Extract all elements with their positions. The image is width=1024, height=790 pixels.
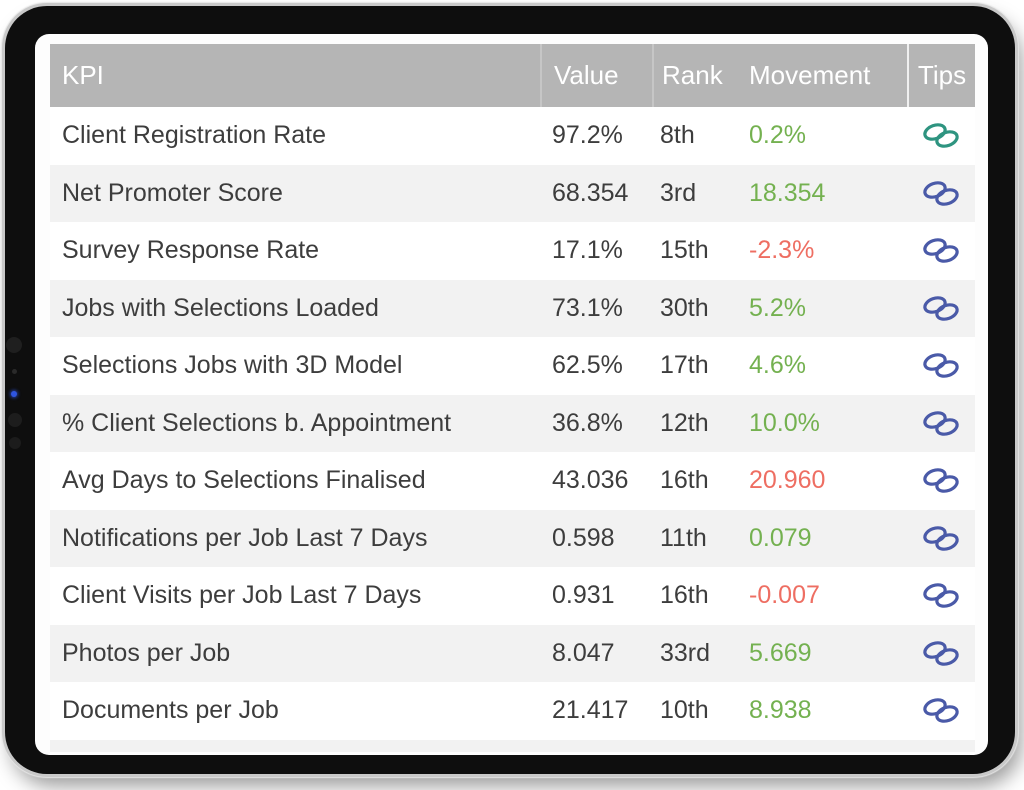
rank-cell: 8th xyxy=(660,121,695,150)
movement-cell: 18.354 xyxy=(749,178,826,207)
table-header-row: KPI Value Rank Movement Tips xyxy=(50,44,975,107)
camera-lens-icon xyxy=(9,437,21,449)
value-cell: 8.047 xyxy=(552,638,615,667)
table-row: Client Visits per Job Last 7 Days 0.931 16… xyxy=(50,567,975,625)
value-cell: 0.931 xyxy=(552,581,615,610)
link-icon xyxy=(923,525,959,551)
camera-lens-icon xyxy=(8,413,22,427)
table-row: Survey Response Rate 17.1% 15th -2.3% xyxy=(50,222,975,280)
rank-cell: 16th xyxy=(660,581,709,610)
tips-cell[interactable] xyxy=(907,337,975,395)
tips-cell[interactable] xyxy=(907,222,975,280)
table-row: Net Promoter Score 68.354 3rd 18.354 xyxy=(50,164,975,223)
tips-cell[interactable] xyxy=(907,280,975,338)
kpi-cell: % Client Selections b. Appointment xyxy=(62,408,452,437)
tips-cell[interactable] xyxy=(907,625,975,683)
value-cell: 62.5% xyxy=(552,351,623,380)
link-icon xyxy=(923,295,959,321)
link-icon xyxy=(923,468,959,494)
link-icon xyxy=(923,410,959,436)
kpi-cell: Net Promoter Score xyxy=(62,178,283,207)
link-icon xyxy=(923,583,959,609)
movement-cell: 5.669 xyxy=(749,638,812,667)
kpi-table: KPI Value Rank Movement Tips Client Regi… xyxy=(50,44,975,740)
value-cell: 0.598 xyxy=(552,523,615,552)
link-icon xyxy=(923,238,959,264)
value-cell: 21.417 xyxy=(552,696,629,725)
rank-cell: 3rd xyxy=(660,178,697,207)
link-icon xyxy=(923,698,959,724)
kpi-cell: Client Registration Rate xyxy=(62,121,327,150)
movement-cell: -2.3% xyxy=(749,236,815,265)
table-row: Jobs with Selections Loaded 73.1% 30th 5.2% xyxy=(50,279,975,338)
link-icon xyxy=(923,353,959,379)
rank-cell: 12th xyxy=(660,408,709,437)
value-cell: 97.2% xyxy=(552,121,623,150)
movement-cell: 4.6% xyxy=(749,351,806,380)
value-cell: 17.1% xyxy=(552,236,623,265)
tips-cell[interactable] xyxy=(907,165,975,223)
rank-cell: 30th xyxy=(660,293,709,322)
movement-cell: 8.938 xyxy=(749,696,812,725)
movement-cell: 20.960 xyxy=(749,466,826,495)
rank-cell: 10th xyxy=(660,696,709,725)
rank-cell: 15th xyxy=(660,236,709,265)
header-tips[interactable]: Tips xyxy=(907,44,975,107)
movement-cell: 10.0% xyxy=(749,408,820,437)
rank-cell: 11th xyxy=(660,523,707,552)
kpi-cell: Client Visits per Job Last 7 Days xyxy=(62,581,422,610)
table-row: Photos per Job 8.047 33rd 5.669 xyxy=(50,624,975,683)
kpi-cell: Avg Days to Selections Finalised xyxy=(62,466,426,495)
table-row: Selections Jobs with 3D Model 62.5% 17th 4.… xyxy=(50,337,975,395)
status-led-icon xyxy=(11,391,17,397)
kpi-cell: Documents per Job xyxy=(62,696,279,725)
table-row: Client Registration Rate 97.2% 8th 0.2% xyxy=(50,107,975,165)
tips-cell[interactable] xyxy=(907,452,975,510)
link-icon xyxy=(923,640,959,666)
front-camera-icon xyxy=(6,337,22,353)
tablet-screen: KPI Value Rank Movement Tips Client Regi… xyxy=(35,34,988,755)
kpi-cell: Notifications per Job Last 7 Days xyxy=(62,523,428,552)
movement-cell: 0.079 xyxy=(749,523,812,552)
value-cell: 68.354 xyxy=(552,178,629,207)
table-row: Documents per Job 21.417 10th 8.938 xyxy=(50,682,975,740)
movement-cell: 0.2% xyxy=(749,121,806,150)
header-rank[interactable]: Rank xyxy=(652,44,737,107)
tips-cell[interactable] xyxy=(907,395,975,453)
movement-cell: 5.2% xyxy=(749,293,806,322)
tips-cell[interactable] xyxy=(907,567,975,625)
header-kpi[interactable]: KPI xyxy=(62,60,104,90)
kpi-cell: Survey Response Rate xyxy=(62,236,320,265)
table-row: % Client Selections b. Appointment 36.8% 1… xyxy=(50,394,975,453)
value-cell: 36.8% xyxy=(552,408,623,437)
kpi-cell: Jobs with Selections Loaded xyxy=(62,293,379,322)
table-row: Avg Days to Selections Finalised 43.036 16… xyxy=(50,452,975,510)
sensor-dot-icon xyxy=(12,369,17,374)
kpi-cell: Photos per Job xyxy=(62,638,231,667)
clipped-next-row xyxy=(50,740,975,752)
kpi-cell: Selections Jobs with 3D Model xyxy=(62,351,403,380)
tips-cell[interactable] xyxy=(907,510,975,568)
header-value[interactable]: Value xyxy=(540,44,652,107)
tips-cell[interactable] xyxy=(907,682,975,740)
rank-cell: 33rd xyxy=(660,638,711,667)
table-row: Notifications per Job Last 7 Days 0.598 11… xyxy=(50,509,975,568)
value-cell: 73.1% xyxy=(552,293,623,322)
link-icon xyxy=(923,180,959,206)
value-cell: 43.036 xyxy=(552,466,629,495)
rank-cell: 17th xyxy=(660,351,709,380)
tips-cell[interactable] xyxy=(907,107,975,165)
tablet-device-frame: KPI Value Rank Movement Tips Client Regi… xyxy=(5,6,1015,774)
movement-cell: -0.007 xyxy=(749,581,820,610)
table-body: Client Registration Rate 97.2% 8th 0.2% Net … xyxy=(50,107,975,740)
link-icon xyxy=(923,123,959,149)
rank-cell: 16th xyxy=(660,466,709,495)
header-movement[interactable]: Movement xyxy=(749,60,871,90)
